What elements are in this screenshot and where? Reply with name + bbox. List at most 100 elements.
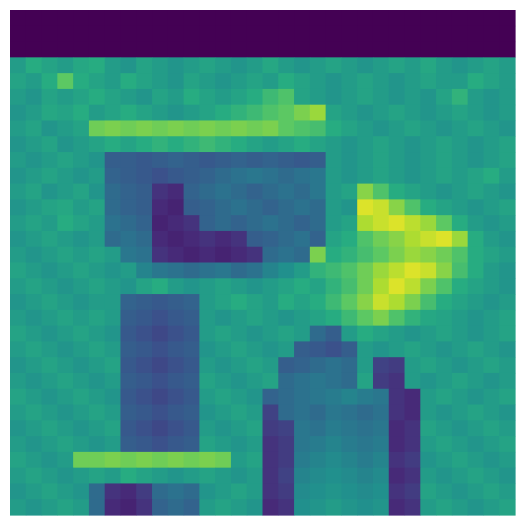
heatmap-cell: [452, 105, 468, 121]
heatmap-cell: [26, 499, 42, 515]
heatmap-cell: [436, 57, 452, 73]
heatmap-cell: [26, 120, 42, 136]
heatmap-cell: [405, 184, 421, 200]
heatmap-cell: [405, 263, 421, 279]
heatmap-cell: [199, 199, 215, 215]
heatmap-cell: [326, 168, 342, 184]
heatmap-cell: [184, 483, 200, 499]
heatmap-cell: [231, 263, 247, 279]
heatmap-cell: [73, 294, 89, 310]
heatmap-cell: [468, 26, 484, 42]
heatmap-cell: [310, 420, 326, 436]
heatmap-cell: [357, 483, 373, 499]
heatmap-cell: [263, 405, 279, 421]
heatmap-cell: [468, 405, 484, 421]
heatmap-cell: [57, 168, 73, 184]
heatmap-cell: [420, 357, 436, 373]
heatmap-cell: [278, 247, 294, 263]
heatmap-cell: [199, 420, 215, 436]
heatmap-cell: [184, 405, 200, 421]
heatmap-cell: [42, 294, 58, 310]
heatmap-cell: [184, 231, 200, 247]
heatmap-cell: [231, 152, 247, 168]
heatmap-cell: [42, 120, 58, 136]
heatmap-cell: [105, 326, 121, 342]
heatmap-cell: [215, 120, 231, 136]
heatmap-cell: [152, 168, 168, 184]
heatmap-cell: [215, 263, 231, 279]
heatmap-cell: [373, 499, 389, 515]
heatmap-cell: [10, 278, 26, 294]
heatmap-cell: [499, 405, 515, 421]
heatmap-cell: [405, 373, 421, 389]
heatmap-cell: [199, 26, 215, 42]
heatmap-cell: [326, 357, 342, 373]
heatmap-cell: [389, 483, 405, 499]
heatmap-cell: [57, 89, 73, 105]
heatmap-cell: [420, 42, 436, 58]
heatmap-cell: [89, 26, 105, 42]
heatmap-cell: [373, 73, 389, 89]
heatmap-cell: [310, 199, 326, 215]
heatmap-cell: [184, 247, 200, 263]
heatmap-cell: [357, 73, 373, 89]
heatmap-cell: [168, 468, 184, 484]
heatmap-cell: [405, 105, 421, 121]
heatmap-cell: [168, 483, 184, 499]
heatmap-cell: [136, 89, 152, 105]
heatmap-cell: [152, 341, 168, 357]
heatmap-cell: [483, 326, 499, 342]
heatmap-cell: [468, 468, 484, 484]
heatmap-cell: [10, 436, 26, 452]
heatmap-cell: [420, 468, 436, 484]
heatmap-cell: [468, 499, 484, 515]
heatmap-cell: [231, 405, 247, 421]
heatmap-cell: [199, 168, 215, 184]
heatmap-cell: [26, 247, 42, 263]
heatmap-cell: [89, 136, 105, 152]
heatmap-cell: [10, 389, 26, 405]
heatmap-cell: [42, 326, 58, 342]
heatmap-cell: [57, 73, 73, 89]
heatmap-cell: [73, 310, 89, 326]
heatmap-cell: [468, 10, 484, 26]
heatmap-cell: [152, 263, 168, 279]
heatmap-cell: [184, 215, 200, 231]
heatmap-cell: [184, 184, 200, 200]
heatmap-cell: [278, 389, 294, 405]
heatmap-cell: [357, 168, 373, 184]
heatmap-cell: [73, 120, 89, 136]
heatmap-cell: [152, 468, 168, 484]
heatmap-cell: [468, 389, 484, 405]
heatmap-cell: [326, 389, 342, 405]
heatmap-cell: [326, 294, 342, 310]
heatmap-cell: [263, 483, 279, 499]
heatmap-cell: [184, 341, 200, 357]
heatmap-cell: [278, 373, 294, 389]
heatmap-cell: [42, 136, 58, 152]
heatmap-cell: [499, 326, 515, 342]
heatmap-cell: [152, 73, 168, 89]
heatmap-cell: [168, 89, 184, 105]
heatmap-cell: [89, 152, 105, 168]
heatmap-cell: [152, 389, 168, 405]
heatmap-cell: [42, 341, 58, 357]
heatmap-cell: [468, 436, 484, 452]
heatmap-cell: [468, 120, 484, 136]
heatmap-cell: [26, 73, 42, 89]
heatmap-cell: [184, 310, 200, 326]
heatmap-cell: [199, 247, 215, 263]
heatmap-cell: [168, 73, 184, 89]
heatmap-cell: [10, 452, 26, 468]
heatmap-cell: [10, 89, 26, 105]
heatmap-cell: [105, 499, 121, 515]
heatmap-cell: [326, 405, 342, 421]
heatmap-cell: [199, 57, 215, 73]
heatmap-cell: [373, 436, 389, 452]
heatmap-cell: [215, 42, 231, 58]
heatmap-cell: [326, 341, 342, 357]
heatmap-cell: [341, 310, 357, 326]
heatmap-cell: [136, 263, 152, 279]
heatmap-cell: [341, 136, 357, 152]
heatmap-cell: [105, 420, 121, 436]
